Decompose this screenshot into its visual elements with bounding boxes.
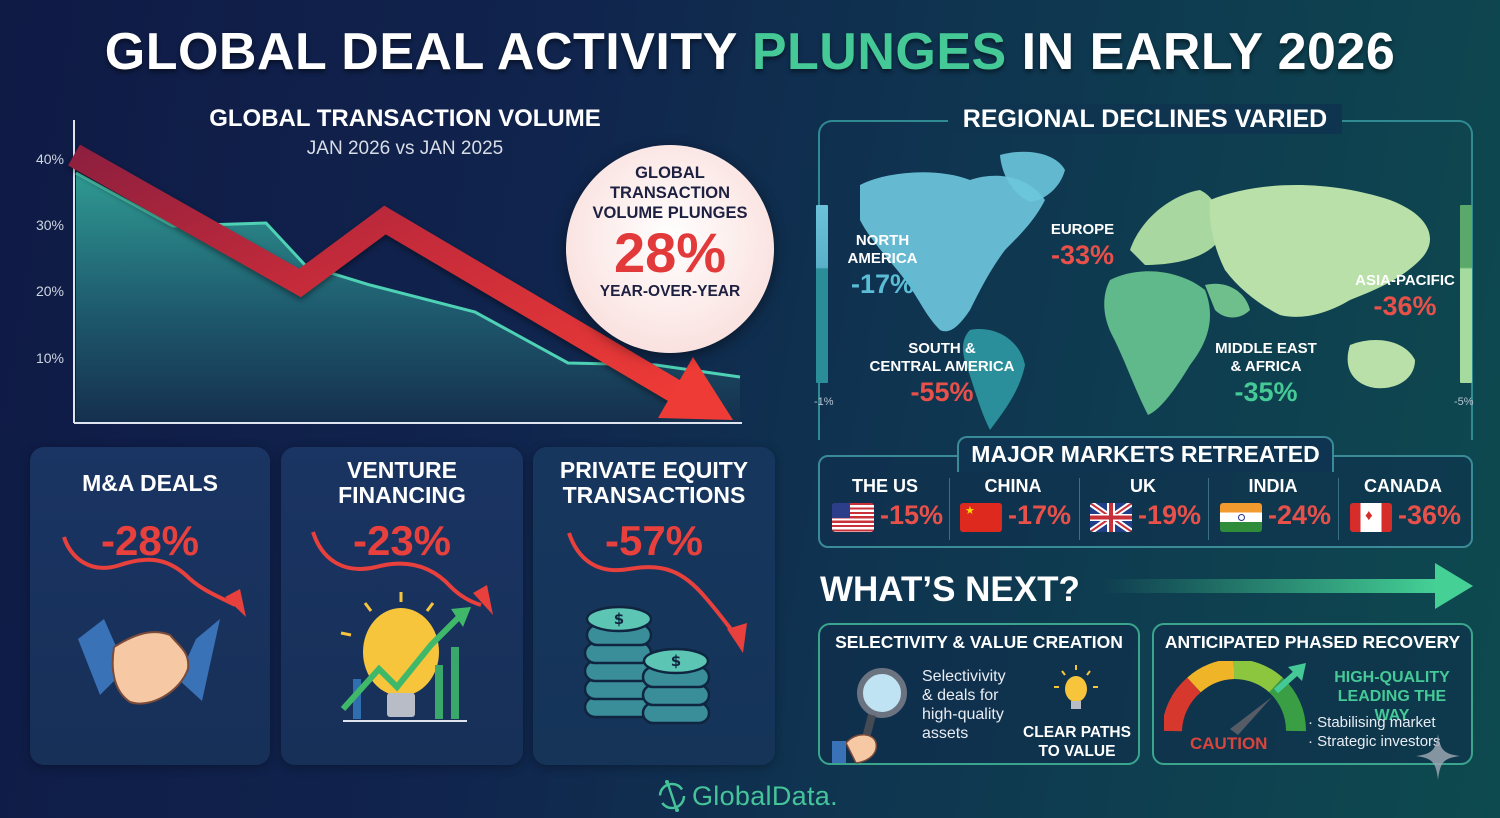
handshake-icon xyxy=(62,536,246,705)
y-tick-30: 30% xyxy=(35,217,64,233)
scale-right-label: -5% xyxy=(1454,396,1474,408)
chart-subtitle: JAN 2026 vs JAN 2025 xyxy=(306,138,504,159)
region-asia-pacific: ASIA-PACIFIC -36% xyxy=(1355,272,1455,321)
major-markets-title: MAJOR MARKETS RETREATED xyxy=(971,441,1320,467)
card-value: -23% xyxy=(352,517,452,564)
card-title: VENTURE FINANCING xyxy=(338,457,466,508)
scale-bar-left xyxy=(816,205,828,383)
market-uk: UK -19% xyxy=(1078,474,1208,540)
australia-shape xyxy=(1347,340,1415,389)
region-south-central-america: SOUTH & CENTRAL AMERICA -55% xyxy=(869,340,1015,407)
greenland-shape xyxy=(1000,151,1065,202)
coin-stacks-icon: $ $ xyxy=(567,532,747,725)
progress-arrow-icon xyxy=(1100,563,1473,609)
card-private-equity: $ $ PRIVATE EQUITY TRANSACTIONS -57% xyxy=(533,447,775,765)
market-canada: CANADA ♦ -36% xyxy=(1338,474,1468,540)
globaldata-logo-icon xyxy=(658,780,686,812)
map-title: REGIONAL DECLINES VARIED xyxy=(962,105,1328,133)
world-map xyxy=(860,151,1430,430)
y-tick-40: 40% xyxy=(35,151,64,167)
brand-name: GlobalData. xyxy=(692,781,838,811)
uk-flag-icon xyxy=(1090,503,1132,532)
us-flag-icon xyxy=(832,503,874,532)
selectivity-panel: SELECTIVITY & VALUE CREATION Selectivivi… xyxy=(818,623,1140,765)
recovery-headline: HIGH-QUALITY LEADING THE WAY xyxy=(1334,669,1450,724)
yoy-badge: GLOBAL TRANSACTION VOLUME PLUNGES 28% YE… xyxy=(566,145,774,353)
card-value: -28% xyxy=(100,517,200,564)
volume-area xyxy=(76,173,740,422)
north-america-shape xyxy=(860,172,1045,332)
selectivity-description: Selectivivity & deals for high-quality a… xyxy=(922,668,1006,742)
market-india: INDIA -24% xyxy=(1208,474,1338,540)
y-tick-10: 10% xyxy=(35,350,64,366)
card-title: M&A DEALS xyxy=(82,470,218,496)
title-highlight: PLUNGES xyxy=(751,23,1007,81)
svg-text:$: $ xyxy=(614,610,624,628)
magnifier-hand-icon xyxy=(832,668,907,764)
sparkle-icon xyxy=(1416,734,1460,780)
china-flag-icon: ★ xyxy=(960,503,1002,532)
lightbulb-growth-icon xyxy=(311,531,493,722)
region-middle-east-africa: MIDDLE EAST & AFRICA -35% xyxy=(1215,340,1317,407)
trend-arrow xyxy=(68,144,697,411)
chart-title: GLOBAL TRANSACTION VOLUME xyxy=(209,105,601,132)
badge-value: 28% xyxy=(613,221,727,284)
recovery-panel: ANTICIPATED PHASED RECOVERY CAUTION HIGH… xyxy=(1152,623,1473,765)
region-europe: EUROPE -33% xyxy=(1050,221,1115,270)
card-value: -57% xyxy=(604,517,704,564)
card-ma-deals: M&A DEALS -28% xyxy=(30,447,270,765)
scale-bar-right xyxy=(1460,205,1472,383)
whats-next-title: WHAT’S NEXT? xyxy=(820,570,1080,609)
trend-arrowhead xyxy=(658,357,733,420)
svg-text:$: $ xyxy=(671,652,681,670)
scale-left-label: -1% xyxy=(814,396,834,408)
market-us: THE US -15% xyxy=(820,474,950,540)
canada-flag-icon: ♦ xyxy=(1350,503,1392,532)
region-north-america: NORTH AMERICA -17% xyxy=(847,232,918,299)
recovery-bullets: · Stabilising market · Strategic investo… xyxy=(1308,714,1441,750)
page-title: GLOBAL DEAL ACTIVITY PLUNGES IN EARLY 20… xyxy=(104,23,1396,81)
south-america-shape xyxy=(963,329,1025,430)
clear-paths-label: CLEAR PATHS TO VALUE xyxy=(1023,724,1131,760)
volume-area-chart xyxy=(68,120,742,424)
card-venture-financing: VENTURE FINANCING -23% xyxy=(281,447,523,765)
europe-shape xyxy=(1130,190,1220,265)
gauge-label: CAUTION xyxy=(1190,734,1268,753)
lightbulb-icon xyxy=(1054,665,1098,709)
card-title: PRIVATE EQUITY TRANSACTIONS xyxy=(559,457,749,508)
market-china: CHINA ★ -17% xyxy=(948,474,1078,540)
africa-shape xyxy=(1104,271,1210,415)
india-flag-icon xyxy=(1220,503,1262,532)
gauge-icon xyxy=(1164,661,1307,735)
asia-shape xyxy=(1209,185,1430,317)
y-tick-20: 20% xyxy=(35,283,64,299)
